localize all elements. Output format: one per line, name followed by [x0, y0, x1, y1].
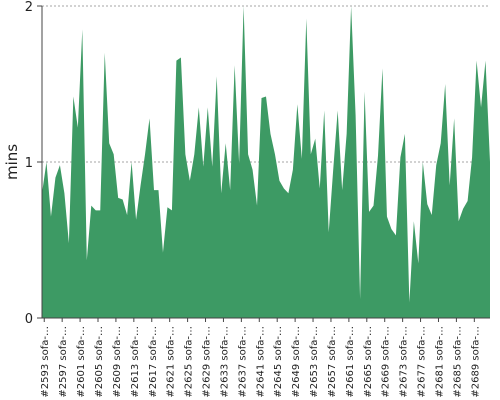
y-tick-label: 1: [25, 156, 33, 171]
x-tick-label: #2657 sofa-…: [327, 326, 338, 398]
x-tick-label: #2621 sofa-…: [166, 326, 177, 398]
x-tick-label: #2597 sofa-…: [58, 326, 69, 398]
x-tick-label: #2601 sofa-…: [76, 326, 87, 398]
x-tick-label: #2661 sofa-…: [345, 326, 356, 398]
x-tick-label: #2669 sofa-…: [381, 326, 392, 398]
y-axis: 0 1 2: [25, 0, 43, 327]
x-tick-label: #2625 sofa-…: [184, 326, 195, 398]
y-tick-label: 2: [25, 0, 33, 15]
x-tick-label: #2689 sofa-…: [470, 326, 481, 398]
x-tick-label: #2681 sofa-…: [434, 326, 445, 398]
x-tick-label: #2645 sofa-…: [273, 326, 284, 398]
y-tick-label: 0: [25, 312, 33, 327]
x-tick-label: #2633 sofa-…: [219, 326, 230, 398]
x-tick-label: #2609 sofa-…: [112, 326, 123, 398]
x-tick-label: #2613 sofa-…: [130, 326, 141, 398]
y-axis-label: mins: [3, 144, 21, 180]
x-tick-label: #2685 sofa-…: [452, 326, 463, 398]
x-tick-label: #2629 sofa-…: [202, 326, 213, 398]
x-tick-label: #2649 sofa-…: [291, 326, 302, 398]
x-tick-label: #2673 sofa-…: [399, 326, 410, 398]
x-axis: #2593 sofa-… #2597 sofa-… #2601 sofa-… #260…: [40, 317, 490, 398]
x-tick-label: #2653 sofa-…: [309, 326, 320, 398]
x-tick-label: #2665 sofa-…: [363, 326, 374, 398]
x-tick-label: #2677 sofa-…: [417, 326, 428, 398]
x-tick-label: #2617 sofa-…: [148, 326, 159, 398]
x-tick-label: #2641 sofa-…: [255, 326, 266, 398]
x-tick-label: #2637 sofa-…: [237, 326, 248, 398]
x-tick-label: #2605 sofa-…: [94, 326, 105, 398]
x-tick-label: #2593 sofa-…: [40, 326, 51, 398]
series-area: [42, 6, 490, 318]
